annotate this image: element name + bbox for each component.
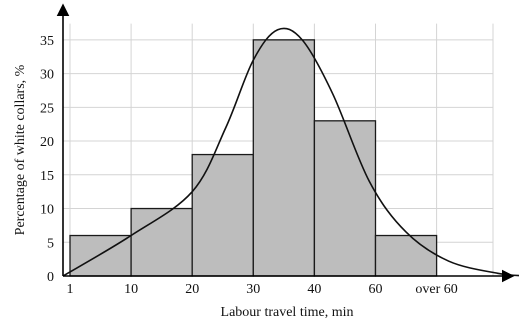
y-tick-label: 25 [40,101,54,116]
bar-4 [252,39,316,277]
bar-3 [191,153,254,277]
y-tick-labels: 0 5 10 15 20 25 30 35 [40,34,54,285]
y-tick-label: 5 [47,236,54,251]
x-tick-label: 1 [67,282,74,297]
x-axis-title: Labour travel time, min [221,305,354,320]
y-tick-label: 20 [40,135,54,150]
bar-6 [374,234,438,277]
bar-2 [130,207,193,277]
x-tick-label: 10 [124,282,138,297]
x-tick-label: 60 [369,282,383,297]
x-tick-labels: 1 10 20 30 40 60 over 60 [67,282,458,297]
y-tick-label: 0 [47,270,54,285]
y-tick-label: 30 [40,68,54,83]
bars [69,39,438,277]
x-tick-label: 30 [246,282,260,297]
bar-1 [69,234,132,277]
y-tick-label: 15 [40,169,54,184]
distribution-curve [62,27,519,277]
axes [56,3,515,283]
y-tick-label: 35 [40,34,54,49]
y-tick-label: 10 [40,203,54,218]
x-tick-label: 20 [185,282,199,297]
y-axis-title: Percentage of white collars, % [13,64,28,235]
bar-5 [313,120,377,277]
x-tick-label: over 60 [415,282,457,297]
x-tick-label: 40 [307,282,321,297]
